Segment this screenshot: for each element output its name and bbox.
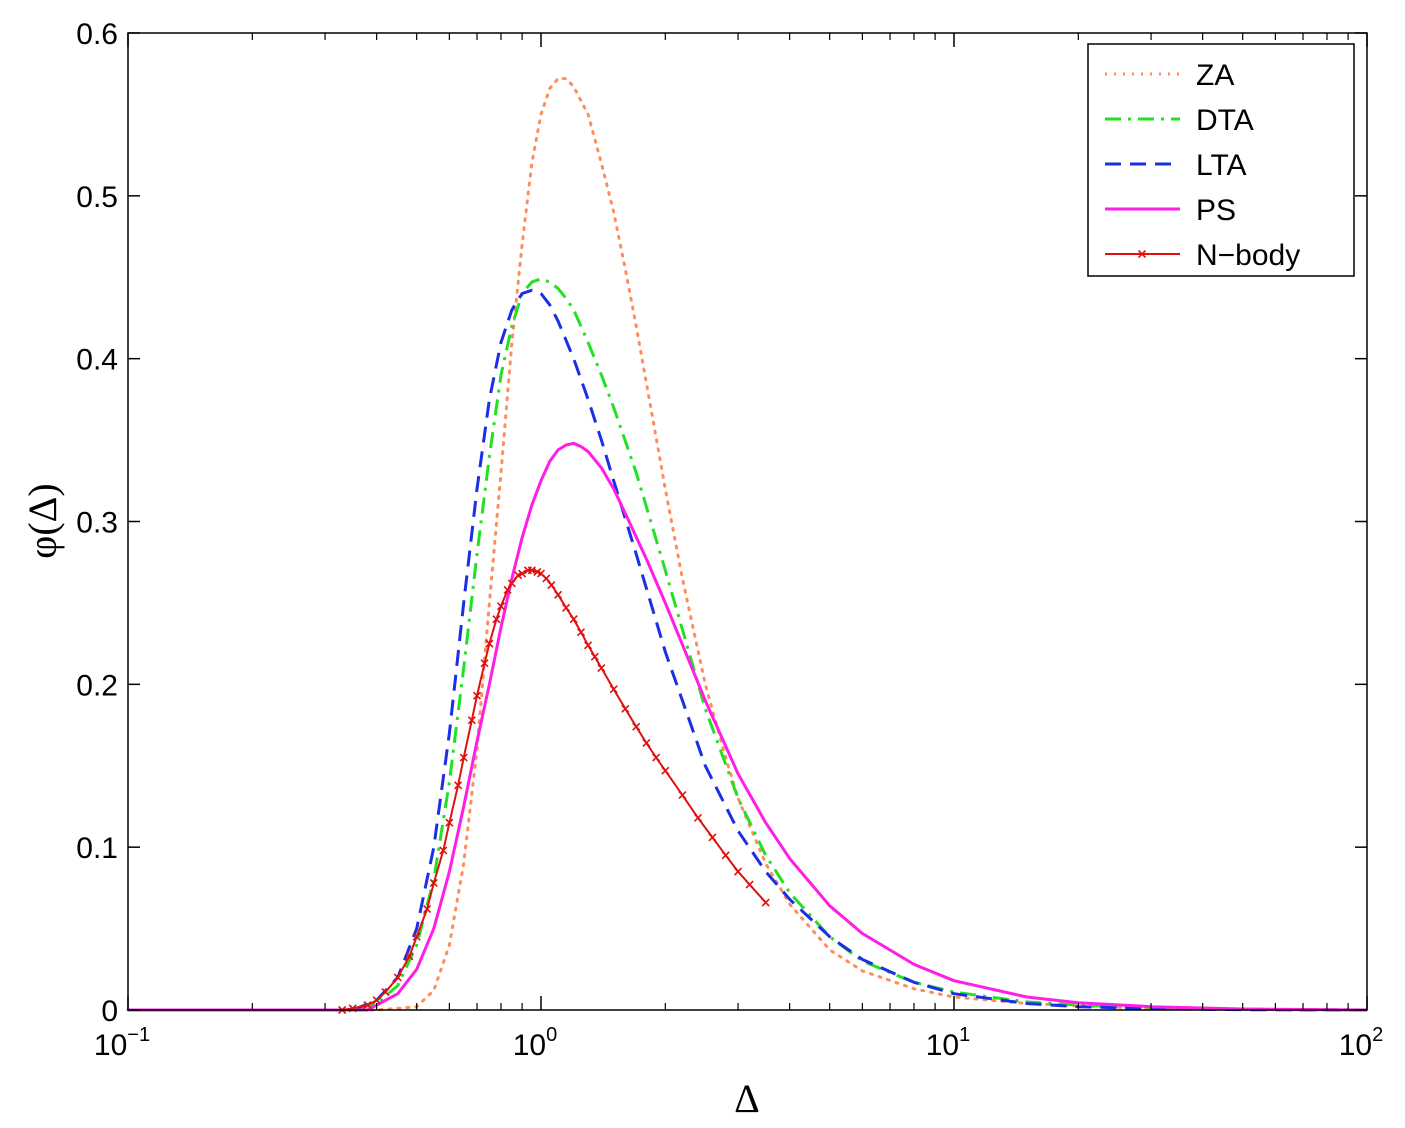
series-point-n-body: [761, 898, 770, 907]
series-point-n-body: [405, 952, 414, 961]
series-point-n-body: [621, 704, 630, 713]
x-tick-base: 10: [1339, 1029, 1372, 1062]
legend-label-ps: PS: [1196, 194, 1236, 227]
y-tick-label: 0.1: [76, 832, 118, 865]
series-point-n-body: [693, 813, 703, 822]
tick-label-layer: 00.10.20.30.40.50.610−1 100 101 102: [76, 18, 1383, 1062]
series-layer: [126, 77, 1369, 1015]
legend-label-lta: LTA: [1196, 149, 1247, 182]
series-point-n-body: [454, 781, 463, 790]
x-tick-exponent: 2: [1372, 1024, 1383, 1046]
y-tick-label: 0.6: [76, 18, 118, 51]
series-point-n-body: [445, 818, 454, 827]
x-tick-label: 102: [1339, 1024, 1384, 1062]
series-point-n-body: [412, 932, 421, 941]
series-point-n-body: [721, 851, 730, 860]
y-tick-label: 0.3: [76, 507, 118, 540]
series-point-n-body: [507, 579, 516, 588]
series-point-n-body: [459, 753, 468, 762]
series-point-n-body: [518, 569, 527, 578]
series-point-n-body: [590, 652, 599, 661]
y-tick-label: 0.4: [76, 344, 118, 377]
series-point-n-body: [708, 833, 717, 842]
series-point-n-body: [547, 580, 556, 590]
series-point-n-body: [597, 663, 606, 673]
series-point-n-body: [485, 639, 494, 648]
series-point-n-body: [381, 988, 390, 997]
series-point-n-body: [576, 628, 586, 637]
y-tick-label: 0.5: [76, 181, 118, 214]
series-point-n-body: [542, 574, 551, 583]
series-point-n-body: [678, 790, 687, 800]
x-tick-label: 10−1: [94, 1024, 150, 1062]
x-tick-label: 101: [926, 1024, 971, 1062]
series-point-n-body: [503, 585, 512, 594]
series-point-n-body: [472, 691, 482, 700]
series-line-za: [126, 77, 1369, 1012]
series-point-n-body: [363, 1001, 372, 1010]
series-point-n-body: [429, 878, 438, 888]
x-tick-exponent: 1: [959, 1024, 970, 1046]
legend-label-n-body: N−body: [1196, 239, 1300, 272]
series-point-n-body: [372, 996, 381, 1005]
series-point-n-body: [733, 867, 743, 876]
series-point-n-body: [439, 846, 448, 855]
series-line-lta: [128, 288, 1368, 1012]
legend-label-dta: DTA: [1196, 104, 1254, 137]
legend-box: [1087, 43, 1355, 277]
series-point-n-body: [492, 615, 501, 624]
series-point-n-body: [661, 766, 670, 775]
y-axis-title: φ(Δ): [20, 483, 65, 558]
x-axis-title: Δ: [734, 1076, 760, 1121]
x-tick-base: 10: [94, 1029, 127, 1062]
x-tick-exponent: 0: [546, 1024, 557, 1046]
legend-marker-n-body: [1137, 249, 1147, 259]
x-tick-label: 100: [513, 1024, 558, 1062]
legend: ZA DTA LTA PS N−body: [1087, 43, 1355, 277]
series-point-n-body: [527, 566, 536, 575]
tick-layer: [127, 32, 1368, 1011]
series-line-ps: [128, 441, 1368, 1012]
series-point-n-body: [652, 753, 661, 762]
series-point-n-body: [745, 880, 754, 889]
series-point-n-body: [496, 602, 506, 611]
series-point-n-body: [642, 738, 651, 748]
series-point-n-body: [609, 685, 618, 694]
series-point-n-body: [467, 716, 476, 725]
series-point-n-body: [480, 659, 489, 668]
series-point-n-body: [554, 590, 563, 599]
x-tick-exponent: −1: [127, 1024, 150, 1046]
series-point-n-body: [423, 904, 432, 914]
y-tick-label: 0.2: [76, 669, 118, 702]
y-tick-label: 0: [101, 995, 118, 1028]
legend-label-za: ZA: [1196, 59, 1234, 92]
x-tick-base: 10: [926, 1029, 959, 1062]
series-point-n-body: [393, 973, 402, 982]
x-tick-base: 10: [513, 1029, 546, 1062]
series-point-n-body: [583, 641, 593, 650]
series-point-n-body: [562, 603, 571, 612]
series-point-n-body: [632, 722, 641, 731]
series-point-n-body: [569, 615, 578, 624]
